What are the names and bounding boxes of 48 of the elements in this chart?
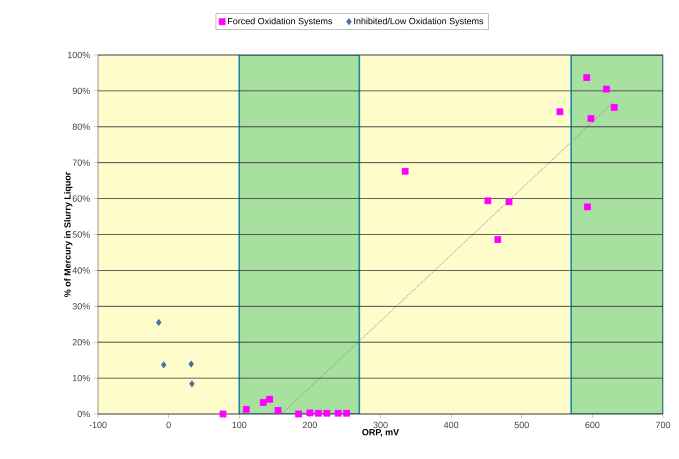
y-tick-label: 30% xyxy=(72,303,90,310)
point xyxy=(189,380,195,388)
point xyxy=(306,410,314,416)
y-tick-label: 10% xyxy=(72,374,90,382)
point xyxy=(506,198,512,206)
point xyxy=(334,410,342,417)
point xyxy=(220,410,226,418)
point xyxy=(260,399,267,406)
point xyxy=(588,115,594,122)
y-tick-label: 50% xyxy=(72,231,90,238)
point xyxy=(242,406,250,413)
point xyxy=(314,410,322,417)
x-tick-label: 500 xyxy=(514,422,529,428)
x-axis-title: ORP, mV xyxy=(362,428,400,437)
y-tick-label: 90% xyxy=(72,88,90,94)
y-tick-label: 20% xyxy=(72,339,90,346)
point xyxy=(323,410,330,417)
x-tick-label: 300 xyxy=(373,422,388,428)
point xyxy=(494,236,502,243)
y-tick-label: 0% xyxy=(78,410,90,418)
x-tick-label: 0 xyxy=(166,422,171,428)
x-tick-label: 700 xyxy=(656,422,670,428)
point xyxy=(583,74,590,81)
point xyxy=(188,360,194,368)
point xyxy=(343,410,350,417)
y-tick-label: 60% xyxy=(72,195,90,202)
point xyxy=(610,104,618,111)
point xyxy=(295,410,302,418)
point xyxy=(484,197,492,204)
y-tick-label: 80% xyxy=(72,124,90,130)
x-tick-label: -100 xyxy=(89,422,107,428)
point xyxy=(584,203,591,210)
point xyxy=(402,168,409,175)
point xyxy=(274,407,282,414)
x-tick-label: 200 xyxy=(302,422,318,428)
point xyxy=(603,86,610,92)
x-tick-label: 600 xyxy=(585,422,600,428)
point xyxy=(556,108,564,116)
y-tick-label: 40% xyxy=(72,267,90,274)
legend-label: Forced Oxidation Systems xyxy=(228,18,332,26)
y-axis-title: % of Mercury in Slurry Liquor xyxy=(64,172,72,298)
x-tick-label: 400 xyxy=(444,422,458,428)
x-tick-label: 100 xyxy=(232,422,246,428)
point xyxy=(266,396,274,403)
legend-label: Inhibited/Low Oxidation Systems xyxy=(354,18,484,26)
y-tick-label: 70% xyxy=(72,160,90,166)
y-tick-label: 100% xyxy=(68,52,90,58)
point xyxy=(160,361,166,368)
